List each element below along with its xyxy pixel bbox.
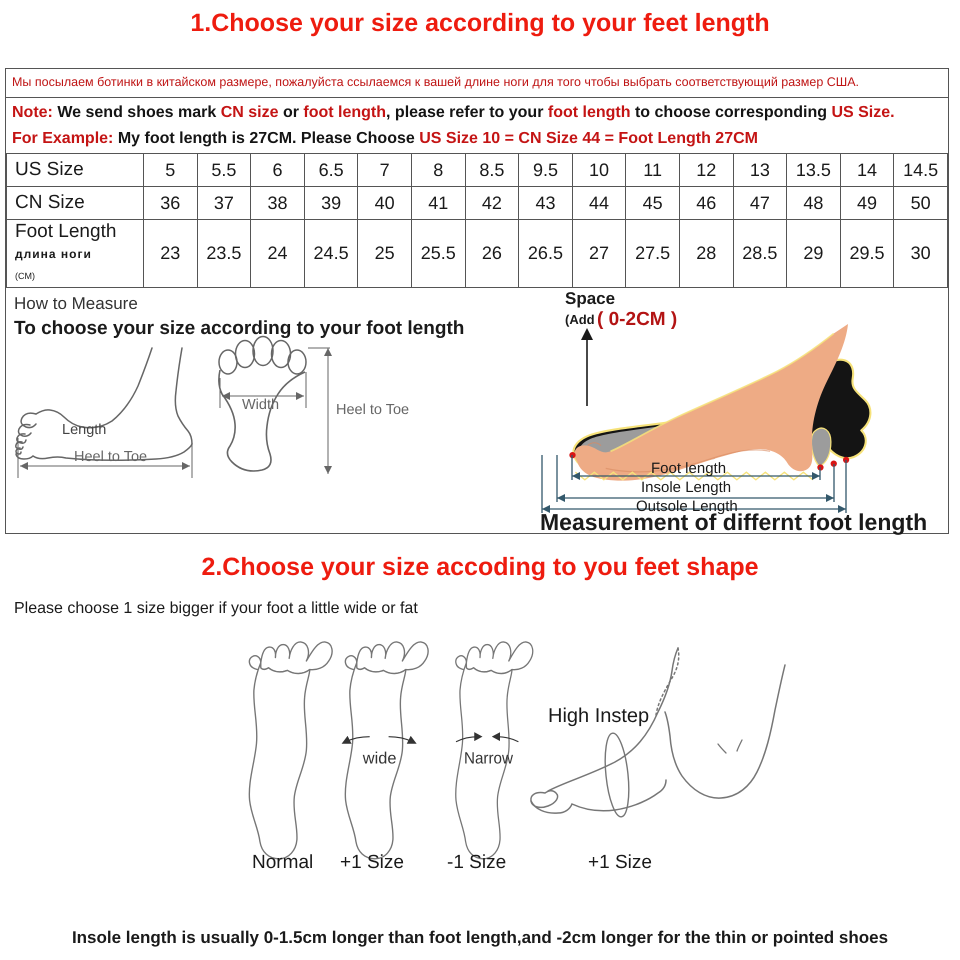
svg-text:(Add: (Add	[565, 312, 595, 327]
svg-text:Heel to Toe: Heel to Toe	[336, 402, 409, 418]
svg-text:Heel to Toe: Heel to Toe	[74, 449, 147, 465]
svg-text:( 0-2CM ): ( 0-2CM )	[597, 309, 677, 330]
svg-text:Normal: Normal	[252, 852, 313, 873]
svg-text:Space: Space	[565, 289, 615, 308]
svg-text:Insole Length: Insole Length	[641, 479, 731, 496]
svg-text:Width: Width	[242, 397, 279, 413]
svg-text:Foot length: Foot length	[651, 460, 726, 477]
svg-text:High Instep: High Instep	[548, 705, 649, 727]
svg-text:Narrow: Narrow	[464, 750, 513, 768]
svg-text:Measurement of differnt foot l: Measurement of differnt foot length	[540, 509, 927, 535]
svg-text:-1 Size: -1 Size	[447, 852, 506, 873]
svg-text:Length: Length	[62, 422, 106, 438]
svg-text:+1 Size: +1 Size	[340, 852, 404, 873]
svg-text:+1 Size: +1 Size	[588, 852, 652, 873]
svg-text:wide: wide	[362, 750, 396, 768]
